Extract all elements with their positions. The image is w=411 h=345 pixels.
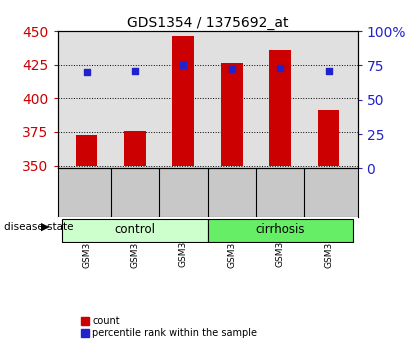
Point (277, 65, 284, 71)
Bar (221, 63, 242, 166)
Text: cirrhosis: cirrhosis (255, 223, 305, 236)
Point (229, 67, 235, 72)
Text: ▶: ▶ (41, 222, 49, 232)
Text: disease state: disease state (4, 222, 74, 232)
Point (180, 62, 187, 68)
Bar (76, 135, 97, 166)
Point (83, 69, 90, 75)
Bar (124, 131, 146, 166)
Point (132, 68, 138, 73)
Bar (269, 50, 291, 166)
Bar (318, 110, 339, 166)
Point (325, 68, 332, 73)
Bar (62, 219, 208, 242)
Title: GDS1354 / 1375692_at: GDS1354 / 1375692_at (127, 16, 288, 30)
Bar (208, 219, 353, 242)
Bar (173, 37, 194, 166)
Legend: count, percentile rank within the sample: count, percentile rank within the sample (79, 314, 259, 340)
Text: control: control (115, 223, 155, 236)
